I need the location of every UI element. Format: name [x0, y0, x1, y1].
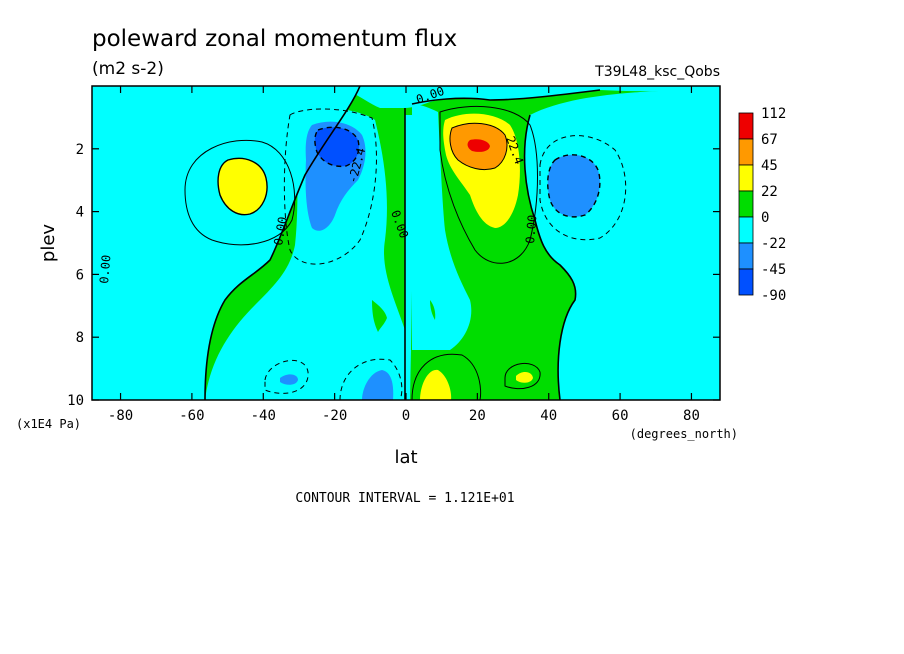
- x-tick-label: 20: [469, 408, 486, 424]
- region-north-inner: [412, 104, 472, 350]
- region-sfc-yellow-north: [420, 369, 452, 400]
- colorbar-label: 0: [761, 210, 769, 226]
- region-north-island: [430, 300, 436, 320]
- axis-ticks: -80 -60 -40 -20 0 20 40 60 80 2 4 6 8 10: [67, 86, 720, 424]
- colorbar-label: -22: [761, 236, 786, 252]
- colorbar-swatch: [738, 242, 754, 270]
- colorbar-label: 45: [761, 158, 778, 174]
- region-island-a: [372, 300, 387, 332]
- contour-north-neg-outer: [539, 135, 627, 241]
- y-axis-units: (x1E4 Pa): [16, 417, 81, 431]
- colorbar-label: -45: [761, 262, 786, 278]
- contour-interval: CONTOUR INTERVAL = 1.121E+01: [295, 491, 514, 506]
- contour-label: 0.00: [523, 214, 539, 244]
- colorbar-swatch: [738, 138, 754, 166]
- colorbar-label: 112: [761, 106, 786, 122]
- plot-area: -80 -60 -40 -20 0 20 40 60 80 2 4 6 8 10: [67, 85, 721, 424]
- colorbar-label: 67: [761, 132, 778, 148]
- y-tick-label: 4: [76, 205, 84, 221]
- region-sfc-blue-a: [280, 374, 298, 385]
- contour-label: 0.00: [97, 254, 113, 284]
- contour-south-pos: [217, 157, 268, 216]
- region-south-yellow: [218, 158, 268, 215]
- contour-lines: [184, 86, 627, 400]
- zero-contour-west: [204, 86, 361, 400]
- x-tick-label: 60: [612, 408, 629, 424]
- contour-north-pos-outer: [439, 105, 538, 264]
- contour-label: 0.00: [271, 216, 290, 247]
- x-tick-label: -60: [179, 408, 204, 424]
- colorbar-swatch: [738, 268, 754, 296]
- x-tick-label: -20: [322, 408, 347, 424]
- contour-south-neg-outer: [283, 108, 377, 265]
- x-tick-label: 80: [683, 408, 700, 424]
- x-tick-label: -80: [108, 408, 133, 424]
- y-tick-label: 8: [76, 330, 84, 346]
- colorbar-swatch: [738, 112, 754, 140]
- x-axis-units: (degrees_north): [630, 427, 738, 441]
- region-equator-south: [405, 115, 413, 400]
- contour-sfc-neg-a: [264, 360, 309, 394]
- zero-contour-top: [411, 89, 601, 105]
- x-tick-label: -40: [251, 408, 276, 424]
- x-tick-label: 0: [402, 408, 410, 424]
- zero-contour-east: [523, 114, 577, 400]
- x-tick-label: 40: [540, 408, 557, 424]
- y-tick-label: 10: [67, 393, 84, 409]
- contour-south-pos-outer: [184, 139, 296, 246]
- region-sfc-blue-south: [362, 370, 394, 400]
- colorbar-swatch: [738, 190, 754, 218]
- contour-fill: [92, 86, 720, 400]
- contour-sfc-pos-b: [504, 363, 541, 390]
- colorbar-label: 22: [761, 184, 778, 200]
- contour-north-neg-inner: [547, 154, 601, 218]
- region-sfc-yellow-b: [516, 372, 533, 383]
- region-top-strip: [92, 86, 720, 108]
- run-label: T39L48_ksc_Qobs: [594, 64, 720, 80]
- y-axis-label: plev: [38, 224, 59, 263]
- region-north-red: [467, 139, 490, 152]
- contour-north-pos-mid: [449, 122, 508, 171]
- contour-sfc-neg-b: [339, 358, 403, 400]
- chart-units: (m2 s-2): [92, 59, 164, 79]
- y-tick-label: 2: [76, 142, 84, 158]
- region-south-deepblue: [314, 127, 359, 167]
- colorbar: 112 67 45 22 0 -22 -45 -90: [738, 106, 786, 304]
- region-west-negative: [92, 86, 360, 400]
- region-island-b: [391, 120, 404, 165]
- region-north-blue: [547, 154, 600, 217]
- contour-sfc-pos-a: [411, 353, 482, 400]
- colorbar-swatch: [738, 216, 754, 244]
- y-tick-label: 6: [76, 267, 84, 283]
- contour-south-neg-inner: [314, 126, 360, 168]
- colorbar-swatch: [738, 164, 754, 192]
- colorbar-label: -90: [761, 288, 786, 304]
- chart-title: poleward zonal momentum flux: [92, 26, 457, 52]
- x-axis-label: lat: [394, 447, 417, 468]
